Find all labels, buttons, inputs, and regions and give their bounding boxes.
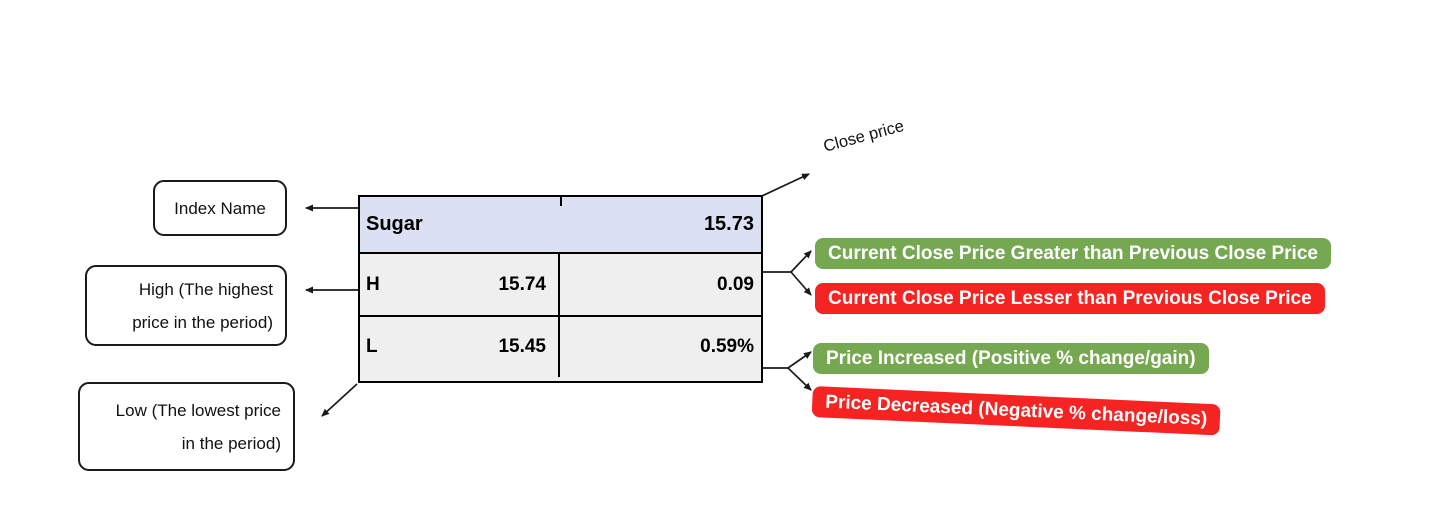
legend-price-decreased: Price Decreased (Negative % change/loss) <box>811 386 1221 436</box>
low-value: 15.45 <box>498 336 546 357</box>
callout-high-line2: price in the period) <box>132 312 273 332</box>
close-price-value: 15.73 <box>703 213 754 235</box>
percent-change-value: 0.59% <box>700 336 754 357</box>
index-name-value: Sugar <box>366 213 423 235</box>
percent-change-cell: 0.59% <box>560 317 761 377</box>
arrow-change-up <box>790 250 812 273</box>
price-table-header: Sugar 15.73 <box>360 197 761 254</box>
price-table: Sugar 15.73 H 15.74 0.09 L 15.45 0.59% <box>358 195 763 383</box>
callout-high: High (The highest price in the period) <box>85 265 287 346</box>
legend-close-lesser: Current Close Price Lesser than Previous… <box>815 283 1325 314</box>
legend-price-increased: Price Increased (Positive % change/gain) <box>813 343 1209 374</box>
high-cell: H 15.74 <box>360 254 560 315</box>
arrow-low <box>321 383 358 417</box>
change-cell: 0.09 <box>560 254 761 315</box>
callout-high-line1: High (The highest <box>138 279 273 299</box>
callout-index-name-label: Index Name <box>174 198 266 218</box>
arrow-percent-down <box>787 367 812 391</box>
callout-index-name: Index Name <box>153 180 287 236</box>
high-row: H 15.74 0.09 <box>360 254 761 317</box>
low-cell: L 15.45 <box>360 317 560 377</box>
arrow-close-price <box>761 173 810 197</box>
header-divider-tick <box>560 197 562 206</box>
high-label: H <box>366 273 380 295</box>
high-value: 15.74 <box>498 273 546 295</box>
arrow-percent-up <box>787 351 812 369</box>
callout-low-line2: in the period) <box>181 433 281 453</box>
callout-low: Low (The lowest price in the period) <box>78 382 295 471</box>
low-row: L 15.45 0.59% <box>360 317 761 377</box>
callout-low-line1: Low (The lowest price <box>115 400 281 420</box>
legend-close-greater: Current Close Price Greater than Previou… <box>815 238 1331 269</box>
arrow-change-down <box>790 271 812 296</box>
low-label: L <box>366 336 378 357</box>
close-price-label: Close price <box>821 116 906 156</box>
change-value: 0.09 <box>717 273 754 295</box>
